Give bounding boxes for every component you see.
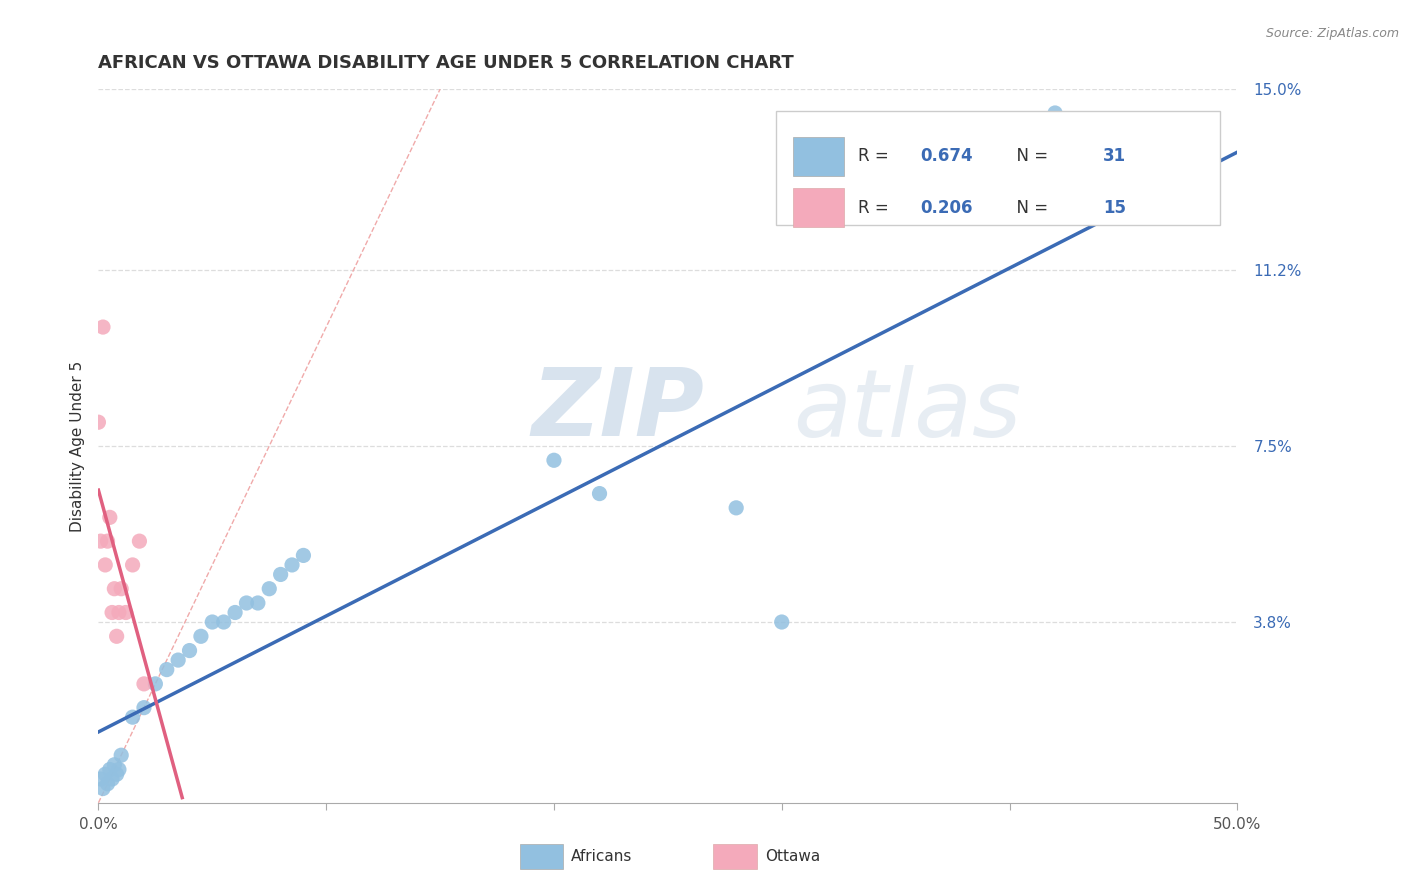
Point bbox=[224, 606, 246, 620]
Point bbox=[201, 615, 224, 629]
Text: N =: N = bbox=[1007, 147, 1053, 165]
Point bbox=[212, 615, 235, 629]
Point bbox=[98, 763, 121, 777]
Point bbox=[110, 582, 132, 596]
Point bbox=[90, 772, 112, 786]
Point bbox=[235, 596, 257, 610]
Point bbox=[543, 453, 565, 467]
Point bbox=[114, 606, 136, 620]
Point bbox=[167, 653, 190, 667]
Point bbox=[121, 710, 143, 724]
Point bbox=[121, 558, 143, 572]
Text: 0.206: 0.206 bbox=[921, 199, 973, 217]
Point bbox=[110, 748, 132, 763]
FancyBboxPatch shape bbox=[776, 111, 1220, 225]
Point bbox=[103, 757, 125, 772]
Point bbox=[108, 763, 131, 777]
Point bbox=[103, 582, 125, 596]
Point bbox=[270, 567, 292, 582]
Point bbox=[94, 558, 117, 572]
Text: ZIP: ZIP bbox=[531, 364, 704, 457]
Point bbox=[132, 700, 155, 714]
Point bbox=[190, 629, 212, 643]
Point bbox=[91, 320, 114, 334]
Point bbox=[91, 781, 114, 796]
Point bbox=[96, 534, 118, 549]
Text: AFRICAN VS OTTAWA DISABILITY AGE UNDER 5 CORRELATION CHART: AFRICAN VS OTTAWA DISABILITY AGE UNDER 5… bbox=[98, 54, 794, 72]
Point bbox=[292, 549, 315, 563]
Point bbox=[90, 534, 112, 549]
Point bbox=[101, 606, 124, 620]
Point bbox=[281, 558, 304, 572]
Point bbox=[145, 677, 167, 691]
Point bbox=[105, 767, 128, 781]
Text: 15: 15 bbox=[1102, 199, 1126, 217]
Point bbox=[770, 615, 793, 629]
Point bbox=[179, 643, 201, 657]
Point bbox=[246, 596, 269, 610]
Text: 31: 31 bbox=[1102, 147, 1126, 165]
Point bbox=[94, 767, 117, 781]
Text: N =: N = bbox=[1007, 199, 1053, 217]
Point bbox=[108, 606, 131, 620]
Point bbox=[132, 677, 155, 691]
Point bbox=[128, 534, 150, 549]
FancyBboxPatch shape bbox=[520, 844, 562, 869]
FancyBboxPatch shape bbox=[713, 844, 756, 869]
Point bbox=[156, 663, 179, 677]
Point bbox=[98, 510, 121, 524]
Point bbox=[259, 582, 281, 596]
Text: atlas: atlas bbox=[793, 365, 1021, 456]
Y-axis label: Disability Age Under 5: Disability Age Under 5 bbox=[69, 360, 84, 532]
FancyBboxPatch shape bbox=[793, 136, 845, 176]
Text: R =: R = bbox=[858, 199, 894, 217]
Point bbox=[725, 500, 748, 515]
Text: R =: R = bbox=[858, 147, 894, 165]
Text: Ottawa: Ottawa bbox=[765, 849, 820, 863]
Point bbox=[87, 415, 110, 429]
Text: Africans: Africans bbox=[571, 849, 633, 863]
Point bbox=[101, 772, 124, 786]
Text: 0.674: 0.674 bbox=[921, 147, 973, 165]
Text: Source: ZipAtlas.com: Source: ZipAtlas.com bbox=[1265, 27, 1399, 40]
Point bbox=[588, 486, 610, 500]
Point bbox=[105, 629, 128, 643]
Point bbox=[96, 777, 118, 791]
Point bbox=[1043, 106, 1066, 120]
FancyBboxPatch shape bbox=[793, 188, 845, 227]
